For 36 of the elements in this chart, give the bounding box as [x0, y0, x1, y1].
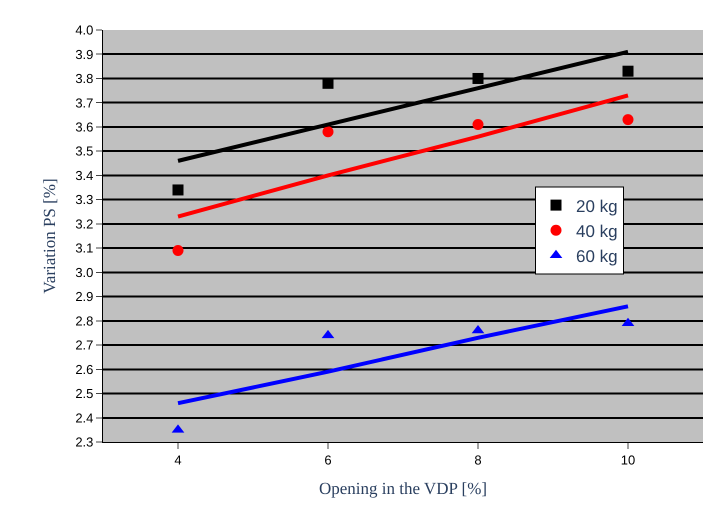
y-tick-label: 2.7: [75, 338, 94, 353]
y-tick-label: 2.8: [75, 313, 94, 328]
x-tick-label: 8: [474, 452, 482, 468]
point: [472, 119, 484, 130]
y-tick-label: 4.0: [75, 22, 94, 38]
y-tick-label: 3.2: [75, 216, 94, 232]
y-tick-label: 3.8: [75, 71, 94, 86]
point: [322, 126, 334, 138]
y-tick-label: 2.9: [75, 289, 94, 304]
legend-label: 20 kg: [576, 196, 618, 216]
y-tick-label: 2.3: [75, 434, 94, 450]
point: [172, 245, 184, 256]
point: [622, 114, 634, 126]
y-tick-label: 3.0: [75, 264, 94, 280]
y-tick-label: 3.3: [75, 192, 94, 208]
x-axis-title: Opening in the VDP [%]: [318, 479, 488, 498]
y-tick-label: 2.6: [75, 362, 94, 377]
point: [472, 72, 484, 84]
y-tick-label: 3.5: [75, 144, 94, 159]
y-tick-label: 3.9: [75, 46, 94, 62]
y-tick-label: 3.6: [75, 119, 94, 134]
y-tick-label: 3.7: [75, 95, 94, 110]
line-series: [176, 304, 630, 406]
legend-label: 40 kg: [576, 222, 618, 241]
line-series: [176, 93, 630, 219]
legend-label: 60 kg: [576, 246, 618, 266]
y-tick-label: 3.1: [75, 240, 94, 256]
y-tick-label: 2.5: [75, 386, 94, 402]
x-tick-label: 10: [620, 452, 636, 468]
x-tick-label: 6: [324, 452, 332, 468]
y-tick-label: 2.4: [75, 410, 94, 426]
y-axis-title: Variation PS [%]: [40, 178, 59, 294]
point: [622, 66, 634, 77]
y-tick-label: 3.4: [75, 168, 94, 183]
x-tick-label: 4: [174, 452, 182, 468]
point: [172, 184, 184, 196]
